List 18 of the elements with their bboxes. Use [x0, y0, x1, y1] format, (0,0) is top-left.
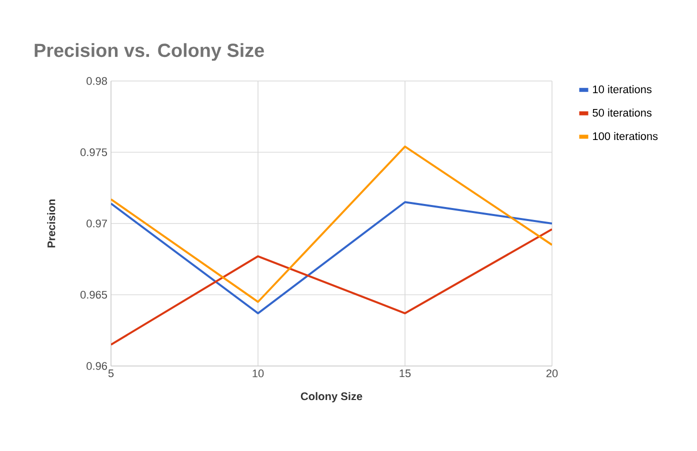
- line-series: [111, 146, 552, 303]
- y-axis-title: Precision: [47, 200, 56, 248]
- legend-label: 100 iterations: [593, 132, 658, 140]
- legend-label: 10 iterations: [593, 85, 652, 94]
- x-tick-label: 10: [252, 370, 264, 378]
- y-tick-label: 0.98: [86, 77, 107, 85]
- line-series: [111, 201, 552, 314]
- x-tick-label: 20: [546, 370, 558, 378]
- legend-label: 50 iterations: [592, 108, 652, 117]
- y-tick-label: 0.96: [86, 362, 107, 370]
- x-axis-title: Colony Size: [300, 392, 362, 402]
- y-tick-label: 0.975: [80, 148, 108, 156]
- x-tick-label: 15: [400, 370, 411, 378]
- x-tick-label: 5: [108, 370, 114, 378]
- y-tick-label: 0.965: [80, 290, 108, 299]
- y-tick-label: 0.97: [86, 220, 107, 228]
- line-series: [111, 228, 552, 346]
- chart-title: Precision vs. Colony Size: [34, 43, 264, 61]
